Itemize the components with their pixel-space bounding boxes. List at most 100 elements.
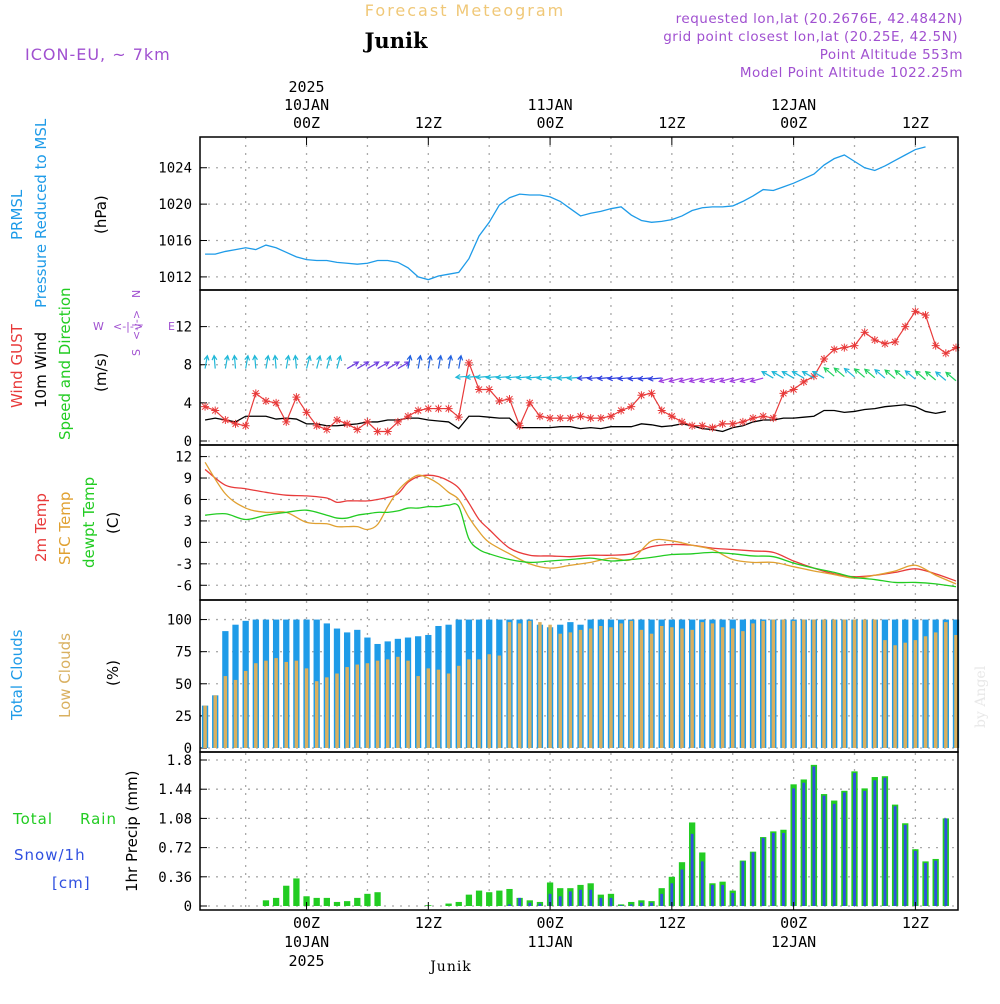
- snow-bar: [792, 788, 796, 906]
- gust-point: [515, 421, 524, 430]
- wind-arrow: [264, 354, 271, 369]
- snow-bar: [863, 790, 867, 906]
- x-label-bottom: 10JAN: [284, 933, 329, 951]
- snow-bar: [924, 863, 927, 906]
- gust-point: [241, 421, 250, 430]
- rain-bar: [313, 897, 320, 906]
- model-label: ICON-EU, ~ 7km: [25, 45, 171, 64]
- gust-point: [891, 337, 900, 346]
- rain-bar: [628, 901, 635, 906]
- gust-point: [414, 406, 423, 415]
- gust-point: [820, 355, 829, 364]
- compass-n: N: [130, 290, 143, 298]
- low-cloud-bar: [670, 627, 674, 748]
- panel-frame: [199, 751, 959, 911]
- low-cloud-bar: [944, 622, 948, 748]
- low-cloud-bar: [243, 670, 248, 748]
- wind-arrow: [874, 368, 886, 379]
- wind-arrow: [934, 371, 947, 381]
- gust-point: [302, 408, 311, 417]
- snow-bar: [528, 902, 532, 906]
- gust-point: [840, 343, 849, 352]
- gust-point: [657, 406, 666, 415]
- low-cloud-bar: [335, 673, 339, 748]
- snow-bar: [508, 904, 511, 906]
- gust-point: [231, 419, 240, 428]
- snow-bar: [944, 818, 948, 906]
- y-tick-label: 12: [175, 450, 192, 466]
- wind-arrow: [387, 361, 401, 370]
- low-cloud-bar: [446, 673, 451, 748]
- snow-unit-label: [cm]: [52, 874, 91, 892]
- low-cloud-bar: [497, 655, 502, 748]
- x-label-top: 12Z: [658, 114, 685, 132]
- gust-point: [647, 389, 656, 398]
- gust-point: [606, 412, 615, 421]
- low-cloud-bar: [487, 654, 491, 748]
- watermark: by Angel: [973, 665, 989, 728]
- gust-point: [464, 358, 473, 367]
- wind-arrow: [658, 377, 673, 384]
- snow-bar: [568, 891, 572, 906]
- wind-arrow: [668, 377, 683, 384]
- gust-point: [322, 425, 331, 434]
- gust-point: [404, 412, 413, 421]
- wind-arrow: [211, 354, 218, 369]
- low-cloud-bar: [812, 619, 816, 748]
- low-cloud-bar: [873, 619, 877, 748]
- gridpoint-coords: grid point closest lon,lat (20.25E, 42.5…: [663, 29, 958, 45]
- low-cloud-bar: [700, 622, 705, 748]
- low-cloud-bar: [720, 627, 725, 748]
- temp-unit: (C): [104, 512, 122, 534]
- low-cloud-bar: [862, 619, 867, 748]
- panel-frame: [199, 136, 959, 291]
- temp2m-line: [204, 468, 957, 582]
- low-cloud-bar: [507, 622, 512, 748]
- low-cloud-bar: [548, 624, 552, 748]
- low-cloud-bar: [274, 658, 278, 748]
- wind-arrow: [924, 370, 937, 381]
- wind-arrow: [203, 354, 210, 369]
- wind-arrow: [771, 370, 784, 379]
- gust-point: [586, 414, 595, 423]
- gust-point: [485, 385, 494, 394]
- snow-bar: [599, 897, 603, 906]
- gust-point: [495, 396, 504, 405]
- snow-bar: [589, 889, 593, 906]
- gust-point: [617, 406, 626, 415]
- low-cloud-bar: [842, 619, 847, 748]
- snow-bar: [822, 795, 826, 906]
- temp-labels: 2m Temp SFC Temp dewpt Temp (C): [32, 477, 122, 568]
- wind-arrow: [823, 367, 835, 377]
- snow-bar: [883, 777, 887, 906]
- low-cloud-bar: [203, 705, 207, 748]
- snow-bar: [731, 893, 735, 906]
- wind-arrow: [698, 377, 713, 384]
- gust-point: [211, 406, 220, 415]
- low-cloud-bar: [365, 663, 370, 748]
- wind-arrow: [945, 371, 957, 382]
- gust-point: [860, 328, 869, 337]
- wind-speed-dir-label: Speed and Direction: [56, 287, 74, 440]
- gust-point: [901, 322, 910, 331]
- dewpt-line: [205, 503, 957, 588]
- rain-bar: [303, 896, 310, 906]
- wind-arrow: [801, 370, 815, 379]
- gust-point: [505, 395, 514, 404]
- wind-labels: Wind GUST 10m Wind Speed and Direction (…: [8, 287, 175, 440]
- wind-arrow: [647, 375, 662, 382]
- wind-arrow: [292, 354, 299, 369]
- x-label-bottom: 12Z: [658, 914, 685, 932]
- gust-point: [779, 389, 788, 398]
- low-cloud-bar: [639, 629, 644, 748]
- rain-bar: [455, 901, 462, 906]
- wind-arrow: [457, 354, 464, 369]
- rain-bar: [364, 893, 371, 906]
- gust-point: [627, 402, 636, 411]
- compass-arrow: <-|->: [130, 310, 143, 340]
- gust-point: [434, 404, 443, 413]
- wind-arrow: [416, 354, 423, 369]
- prmsl-desc-label: Pressure Reduced to MSL: [32, 118, 50, 308]
- rain-bar: [262, 900, 270, 906]
- gust-point: [251, 389, 260, 398]
